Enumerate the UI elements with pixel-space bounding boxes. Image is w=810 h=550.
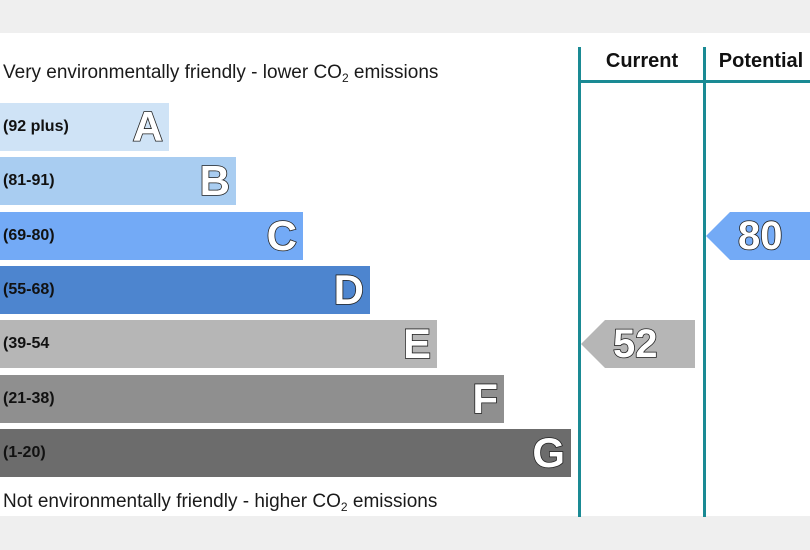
band-letter: A	[132, 102, 164, 151]
band-range-label: (92 plus)	[3, 118, 69, 135]
band-range-label: (1-20)	[3, 443, 46, 461]
band-letter: F	[472, 374, 499, 423]
band-letter: B	[199, 156, 231, 205]
band-b: (81-91) B	[0, 156, 236, 206]
band-range-label: (55-68)	[3, 280, 55, 298]
caption-bottom: Not environmentally friendly - higher CO…	[3, 491, 438, 514]
potential-column-line	[703, 47, 706, 517]
band-range-label: (81-91)	[3, 172, 55, 190]
potential-rating-value: 80	[737, 213, 783, 259]
band-a: (92 plus) A	[0, 102, 169, 151]
current-column-header: Current	[605, 50, 679, 72]
band-range-label: (69-80)	[3, 226, 55, 244]
column-header-line	[578, 80, 810, 83]
band-letter: E	[402, 319, 432, 368]
band-letter: G	[532, 428, 566, 477]
caption-top: Very environmentally friendly - lower CO…	[3, 62, 439, 85]
band-letter: C	[266, 211, 298, 260]
current-rating-value: 52	[612, 321, 658, 367]
current-rating-arrow: 52	[581, 320, 695, 369]
potential-rating-arrow: 80	[706, 211, 810, 260]
band-range-label: (21-38)	[3, 389, 55, 407]
band-c: (69-80) C	[0, 211, 303, 260]
arrow-polygon	[706, 211, 810, 260]
band-d: (55-68) D	[0, 265, 370, 314]
arrow-shape	[706, 211, 810, 260]
band-e: (39-54 E	[0, 319, 437, 369]
potential-column-header: Potential	[718, 50, 804, 72]
band-g: (1-20) G	[0, 428, 571, 477]
eco-rating-panel: Very environmentally friendly - lower CO…	[0, 33, 810, 517]
current-column-line	[578, 47, 581, 517]
band-letter: D	[333, 265, 365, 314]
band-range-label: (39-54	[3, 335, 50, 353]
arrow-shape	[581, 320, 695, 369]
band-f: (21-38) F	[0, 374, 504, 423]
arrow-polygon	[581, 320, 695, 369]
